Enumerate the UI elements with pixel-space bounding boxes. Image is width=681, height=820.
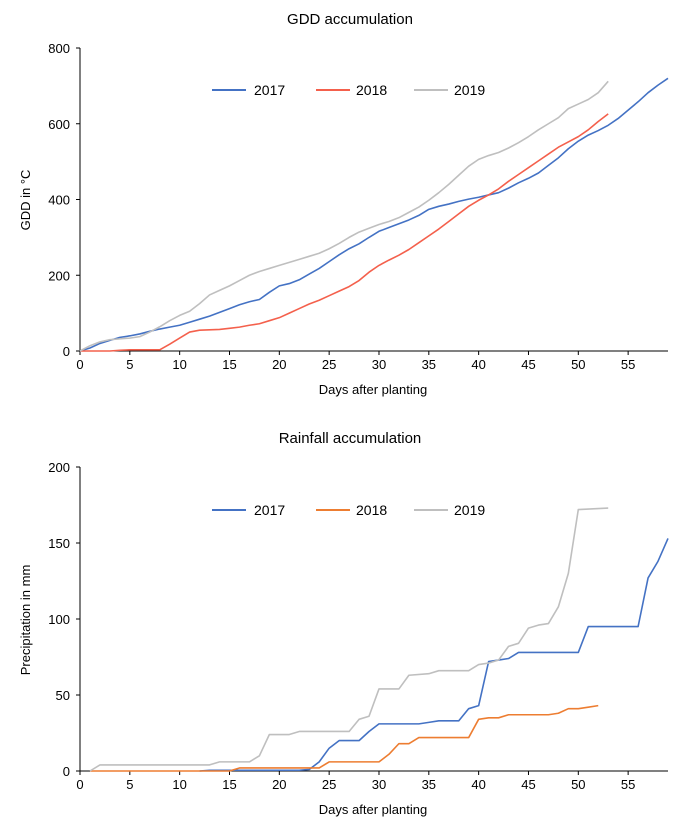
rainfall-x-tick-label: 0 xyxy=(76,777,83,792)
rainfall-x-tick-label: 25 xyxy=(322,777,336,792)
rainfall-x-tick-label: 10 xyxy=(172,777,186,792)
rainfall-series-2018-line xyxy=(89,704,599,772)
gdd-plot-area: 0 200 400 600 800 0 5 10 15 20 25 30 35 40 45 50 55 2017 2… xyxy=(48,41,669,372)
rainfall-x-tick-label: 20 xyxy=(272,777,286,792)
gdd-x-tick-label: 35 xyxy=(422,357,436,372)
rainfall-y-tick-label: 0 xyxy=(63,764,70,779)
rainfall-x-tick-label: 40 xyxy=(471,777,485,792)
rainfall-chart-ylabel: Precipitation in mm xyxy=(18,565,33,676)
gdd-legend-label-2017: 2017 xyxy=(254,82,285,98)
gdd-x-tick-label: 55 xyxy=(621,357,635,372)
rainfall-x-tick-label: 5 xyxy=(126,777,133,792)
gdd-y-tick-label: 200 xyxy=(48,268,70,283)
gdd-x-tick-label: 25 xyxy=(322,357,336,372)
gdd-chart-xlabel: Days after planting xyxy=(319,382,427,397)
gdd-x-tick-label: 20 xyxy=(272,357,286,372)
rainfall-legend-label-2017: 2017 xyxy=(254,502,285,518)
rainfall-series-2019-line xyxy=(89,507,609,772)
gdd-y-tick-label: 800 xyxy=(48,41,70,56)
gdd-x-tick-label: 5 xyxy=(126,357,133,372)
rainfall-y-tick-label: 50 xyxy=(56,688,70,703)
gdd-y-tick-label: 600 xyxy=(48,117,70,132)
rainfall-x-tick-label: 15 xyxy=(222,777,236,792)
gdd-chart: GDD accumulation GDD in °C Days after pl… xyxy=(18,11,669,397)
gdd-series-2017-line xyxy=(79,77,669,352)
gdd-legend-label-2018: 2018 xyxy=(356,82,387,98)
gdd-x-tick-label: 0 xyxy=(76,357,83,372)
rainfall-chart: Rainfall accumulation Precipitation in m… xyxy=(18,430,669,817)
gdd-legend-label-2019: 2019 xyxy=(454,82,485,98)
rainfall-y-tick-label: 150 xyxy=(48,536,70,551)
gdd-chart-ylabel: GDD in °C xyxy=(18,170,33,231)
gdd-x-tick-label: 10 xyxy=(172,357,186,372)
rainfall-chart-title: Rainfall accumulation xyxy=(279,430,422,447)
gdd-y-tick-label: 0 xyxy=(63,344,70,359)
rainfall-series-2017-line xyxy=(199,538,669,772)
gdd-x-tick-label: 15 xyxy=(222,357,236,372)
rainfall-x-tick-label: 30 xyxy=(372,777,386,792)
rainfall-legend-label-2018: 2018 xyxy=(356,502,387,518)
rainfall-chart-xlabel: Days after planting xyxy=(319,802,427,817)
rainfall-legend-label-2019: 2019 xyxy=(454,502,485,518)
gdd-series-2018-line xyxy=(80,113,609,352)
rainfall-x-tick-label: 45 xyxy=(521,777,535,792)
gdd-x-tick-label: 45 xyxy=(521,357,535,372)
rainfall-y-tick-label: 100 xyxy=(48,612,70,627)
gdd-x-tick-label: 30 xyxy=(372,357,386,372)
rainfall-plot-area: 0 50 100 150 200 0 5 10 15 20 25 30 35 40 45 50 55 2017 20… xyxy=(48,460,669,792)
gdd-x-tick-label: 50 xyxy=(571,357,585,372)
rainfall-x-tick-label: 55 xyxy=(621,777,635,792)
gdd-y-tick-label: 400 xyxy=(48,193,70,208)
rainfall-x-tick-label: 35 xyxy=(422,777,436,792)
gdd-series-2019-line xyxy=(79,80,609,352)
rainfall-y-tick-label: 200 xyxy=(48,460,70,475)
gdd-x-tick-label: 40 xyxy=(471,357,485,372)
rainfall-x-tick-label: 50 xyxy=(571,777,585,792)
gdd-chart-title: GDD accumulation xyxy=(287,11,413,28)
